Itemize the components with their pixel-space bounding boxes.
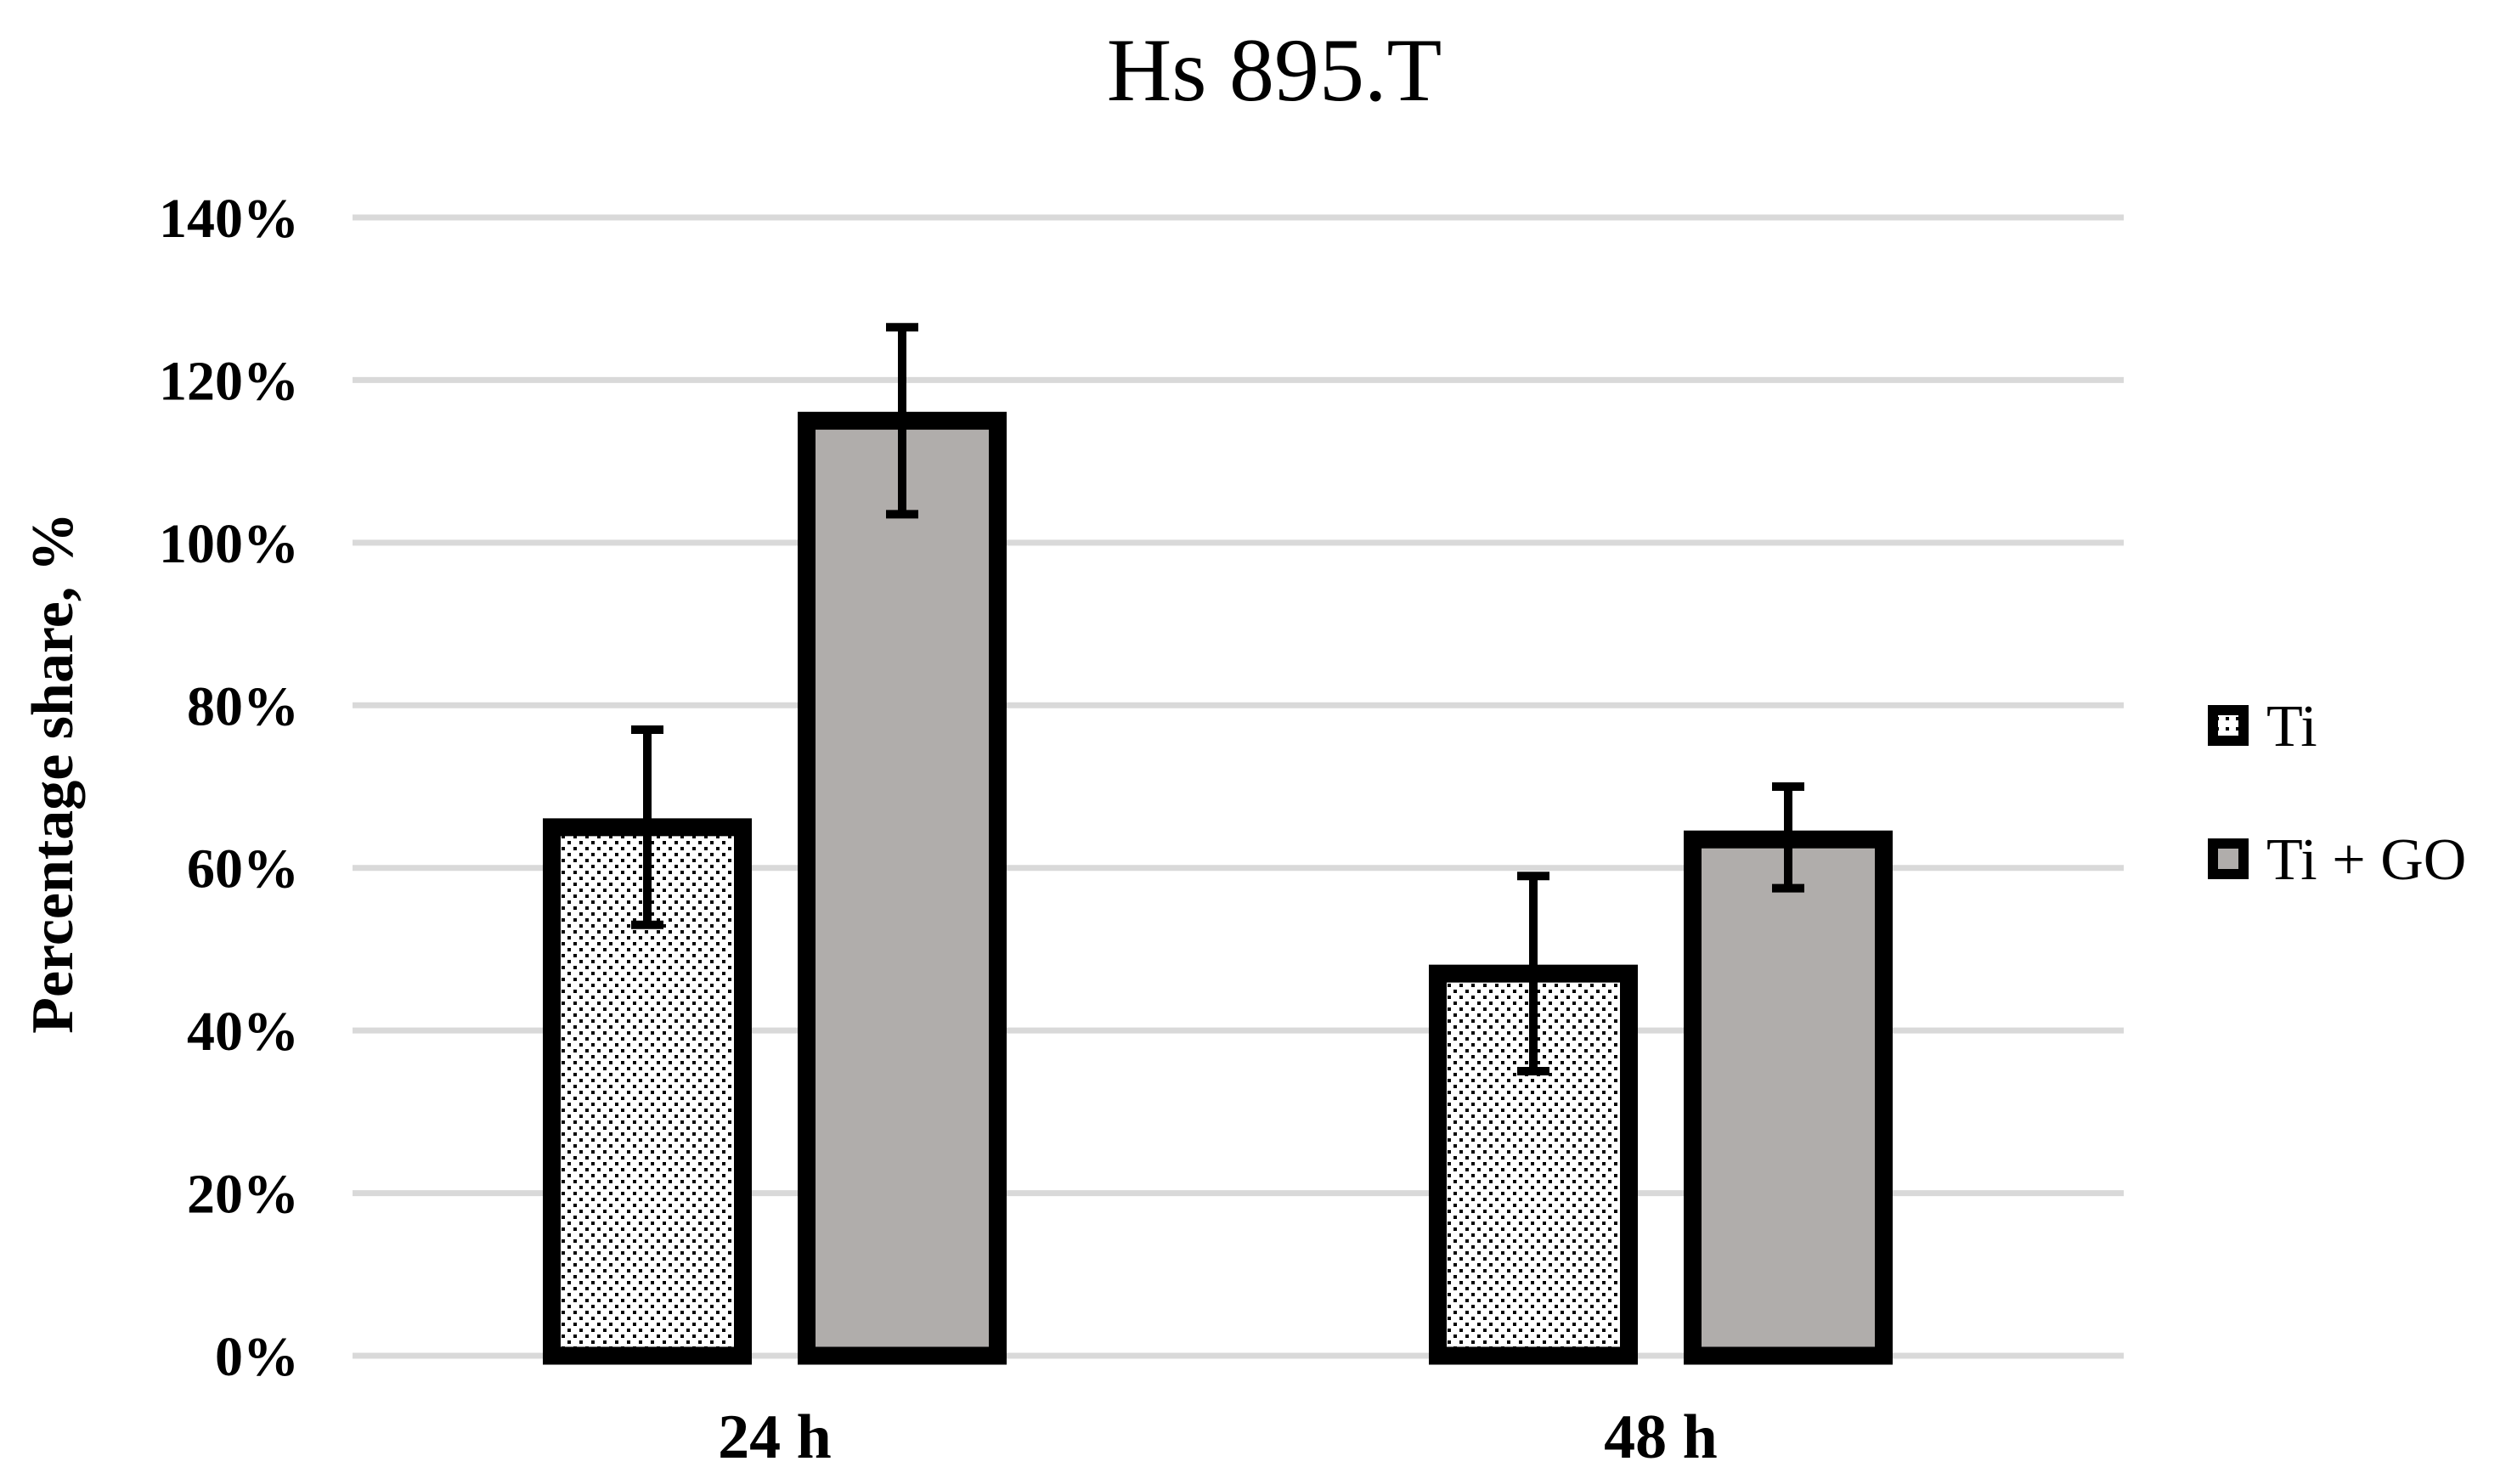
legend-swatch-ti xyxy=(2208,705,2249,746)
y-tick-label: 140% xyxy=(159,188,299,250)
y-axis-label: Percentage share, % xyxy=(20,512,86,1034)
y-tick-label: 100% xyxy=(159,513,299,575)
x-tick-label: 24 h xyxy=(718,1402,832,1472)
legend-label-ti-go: Ti + GO xyxy=(2266,827,2466,893)
y-tick-label: 40% xyxy=(187,1001,299,1063)
bar-ti-go-48h xyxy=(1684,830,1893,1365)
legend-item-ti-go: Ti + GO xyxy=(2208,827,2466,893)
bar-ti-go-24h xyxy=(798,411,1007,1365)
error-bars xyxy=(631,323,1804,1075)
y-tick-label: 0% xyxy=(215,1326,299,1388)
y-tick-label: 20% xyxy=(187,1164,299,1226)
legend-item-ti: Ti xyxy=(2208,694,2317,759)
legend-label-ti: Ti xyxy=(2266,694,2317,759)
y-tick-label: 120% xyxy=(159,350,299,412)
y-tick-label: 60% xyxy=(187,838,299,900)
legend: Ti Ti + GO xyxy=(2208,694,2466,893)
bars xyxy=(543,411,1893,1365)
legend-swatch-ti-go xyxy=(2208,838,2249,879)
y-tick-label: 80% xyxy=(187,675,299,737)
chart-title: Hs 895.T xyxy=(1107,20,1442,120)
x-tick-label: 48 h xyxy=(1604,1402,1718,1472)
axis-labels: 0% 20% 40% 60% 80% 100% 120% 140% 24 h 48 h xyxy=(159,188,1718,1472)
